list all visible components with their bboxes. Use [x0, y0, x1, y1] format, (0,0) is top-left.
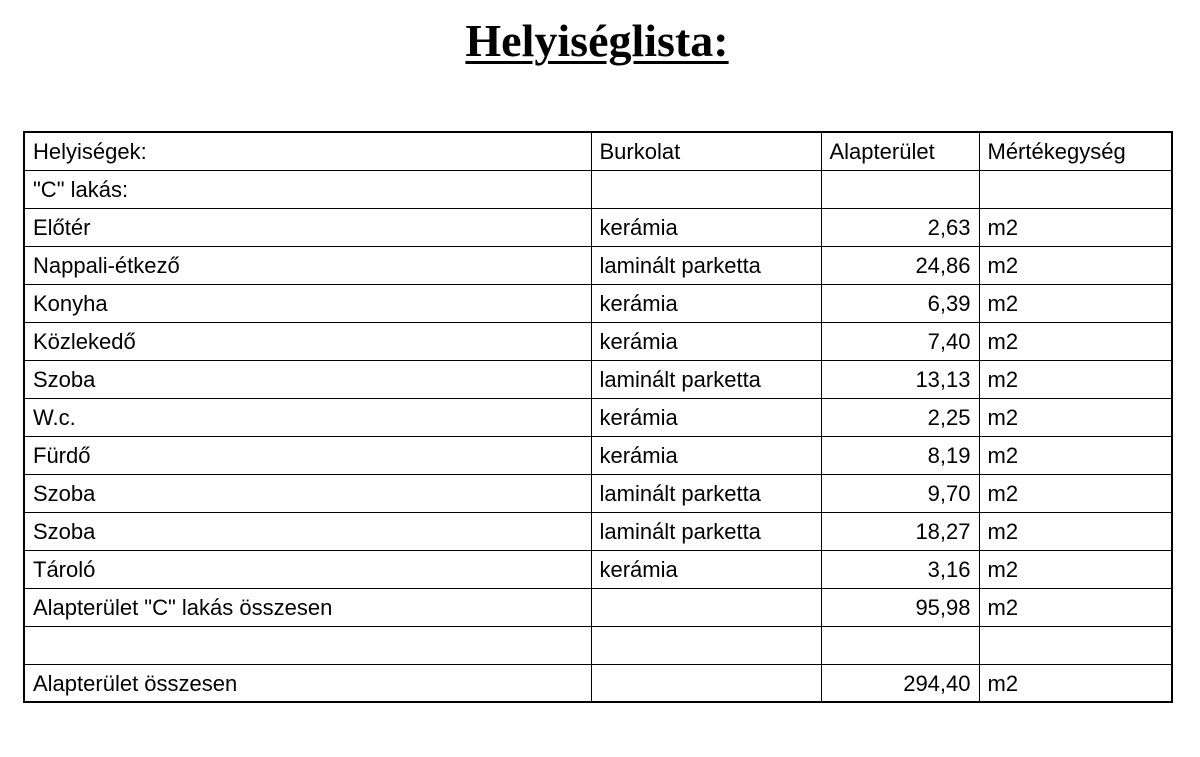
table-cell: 18,27 — [820, 511, 980, 551]
table-row: Szoba laminált parketta 9,70 m2 — [23, 473, 1173, 513]
table-cell: laminált parketta — [590, 359, 822, 399]
table-cell — [590, 169, 822, 209]
table-cell: Előtér — [23, 207, 592, 247]
table-cell: 8,19 — [820, 435, 980, 475]
table-cell: kerámia — [590, 549, 822, 589]
table-cell: kerámia — [590, 397, 822, 437]
table-cell: Fürdő — [23, 435, 592, 475]
table-cell — [978, 169, 1173, 209]
table-cell: W.c. — [23, 397, 592, 437]
table-row: Szoba laminált parketta 18,27 m2 — [23, 511, 1173, 551]
table-cell: 95,98 — [820, 587, 980, 627]
table-cell: "C" lakás: — [23, 169, 592, 209]
table-cell: Szoba — [23, 359, 592, 399]
table-row: Alapterület összesen 294,40 m2 — [23, 663, 1173, 703]
table-cell: 6,39 — [820, 283, 980, 323]
table-cell: kerámia — [590, 321, 822, 361]
table-cell: Nappali-étkező — [23, 245, 592, 285]
table-row: Tároló kerámia 3,16 m2 — [23, 549, 1173, 589]
table-row — [23, 625, 1173, 665]
table-cell: kerámia — [590, 283, 822, 323]
table-cell: kerámia — [590, 435, 822, 475]
table-cell: m2 — [978, 435, 1173, 475]
table-cell: Tároló — [23, 549, 592, 589]
table-row: Nappali-étkező laminált parketta 24,86 m2 — [23, 245, 1173, 285]
table-cell — [590, 625, 822, 665]
table-cell: laminált parketta — [590, 511, 822, 551]
table-cell: 3,16 — [820, 549, 980, 589]
table-cell: m2 — [978, 207, 1173, 247]
table-cell — [590, 587, 822, 627]
table-cell: m2 — [978, 663, 1173, 703]
table-cell: Konyha — [23, 283, 592, 323]
table-cell — [820, 625, 980, 665]
table-cell: Alapterület "C" lakás összesen — [23, 587, 592, 627]
header-row: Helyiségek: Burkolat Alapterület Mértékegys… — [23, 131, 1173, 171]
table-cell: 7,40 — [820, 321, 980, 361]
table-cell: laminált parketta — [590, 473, 822, 513]
table-body: Helyiségek: Burkolat Alapterület Mértékegys… — [23, 131, 1173, 703]
table-cell: Szoba — [23, 511, 592, 551]
table-cell: m2 — [978, 511, 1173, 551]
table-cell: 2,25 — [820, 397, 980, 437]
table-cell — [820, 169, 980, 209]
table-cell: Szoba — [23, 473, 592, 513]
table-row: Előtér kerámia 2,63 m2 — [23, 207, 1173, 247]
table-cell — [590, 663, 822, 703]
room-table: Helyiségek: Burkolat Alapterület Mértékegys… — [23, 131, 1173, 703]
table-row: Szoba laminált parketta 13,13 m2 — [23, 359, 1173, 399]
table-cell: laminált parketta — [590, 245, 822, 285]
table-row: Közlekedő kerámia 7,40 m2 — [23, 321, 1173, 361]
column-header: Burkolat — [590, 131, 822, 171]
table-cell: m2 — [978, 397, 1173, 437]
table-cell: m2 — [978, 283, 1173, 323]
table-row: Konyha kerámia 6,39 m2 — [23, 283, 1173, 323]
table-cell: m2 — [978, 359, 1173, 399]
column-header: Alapterület — [820, 131, 980, 171]
table-cell: m2 — [978, 473, 1173, 513]
table-row: "C" lakás: — [23, 169, 1173, 209]
table-cell: 294,40 — [820, 663, 980, 703]
column-header: Helyiségek: — [23, 131, 592, 171]
table-cell: 13,13 — [820, 359, 980, 399]
table-cell: m2 — [978, 587, 1173, 627]
table-cell: 2,63 — [820, 207, 980, 247]
table-cell: Alapterület összesen — [23, 663, 592, 703]
table-cell: m2 — [978, 245, 1173, 285]
table-cell — [23, 625, 592, 665]
table-row: Fürdő kerámia 8,19 m2 — [23, 435, 1173, 475]
table-cell: m2 — [978, 549, 1173, 589]
table-cell: 9,70 — [820, 473, 980, 513]
table-cell: 24,86 — [820, 245, 980, 285]
column-header: Mértékegység — [978, 131, 1173, 171]
table-row: W.c. kerámia 2,25 m2 — [23, 397, 1173, 437]
table-cell — [978, 625, 1173, 665]
table-cell: kerámia — [590, 207, 822, 247]
table-row: Alapterület "C" lakás összesen 95,98 m2 — [23, 587, 1173, 627]
table-cell: Közlekedő — [23, 321, 592, 361]
table-cell: m2 — [978, 321, 1173, 361]
title: Helyiséglista: — [465, 15, 729, 66]
